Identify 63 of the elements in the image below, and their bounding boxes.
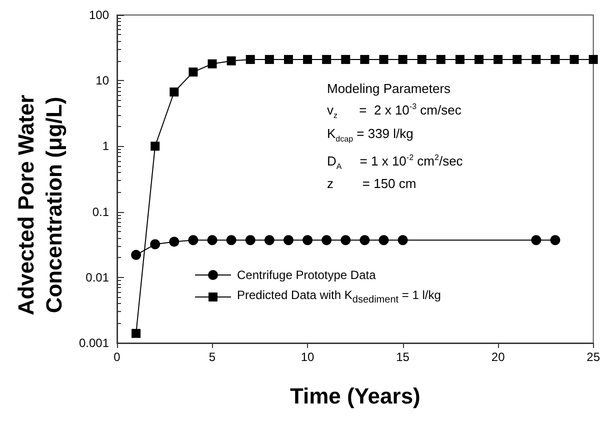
point	[207, 235, 218, 246]
point	[398, 235, 408, 246]
point	[283, 235, 294, 246]
point	[170, 88, 179, 97]
point	[150, 142, 160, 151]
point	[226, 56, 236, 66]
point	[322, 54, 332, 64]
point	[398, 54, 408, 64]
point	[322, 235, 332, 246]
point	[494, 54, 503, 64]
y-axis-title: Advected Pore Water Concentration (μg/L)	[14, 94, 66, 316]
text: v$_{z}$ = 2 x 10$^{-3}$ cm/sec	[327, 102, 462, 120]
point	[246, 54, 255, 64]
point	[208, 59, 217, 68]
point	[532, 54, 541, 64]
point	[455, 54, 464, 64]
y-tick-label: 100	[88, 8, 110, 22]
legend-label: Predicted Data with K$_{dsediment}$ = 1 l/kg	[237, 288, 441, 306]
legend-label: Centrifuge Prototype Data	[237, 268, 376, 282]
point	[245, 235, 256, 246]
point	[531, 235, 542, 246]
point	[132, 328, 141, 338]
point	[550, 235, 560, 246]
annotation: Modeling Parameters	[327, 80, 452, 98]
point	[340, 235, 351, 246]
point	[264, 54, 274, 64]
x-tick-label: 25	[586, 350, 600, 364]
annotation: K$_{dcap}$ = 339 l/kg	[327, 124, 414, 146]
y-tick-label: 0.001	[78, 336, 110, 350]
point	[264, 235, 274, 246]
y-tick-label: 1	[102, 139, 110, 154]
point	[284, 54, 293, 64]
x-tick-label: 5	[208, 350, 216, 364]
point	[379, 54, 388, 64]
x-tick-label: 0	[114, 350, 121, 364]
point	[226, 235, 236, 246]
point	[378, 235, 389, 246]
point	[131, 250, 142, 260]
x-tick-label: 15	[396, 350, 410, 364]
point	[550, 54, 560, 64]
point	[341, 54, 350, 64]
text: D$_{A}$ = 1 x 10$^{-2}$ cm$^{2}$/sec	[327, 152, 463, 170]
point	[570, 54, 579, 64]
x-tick-label: 20	[491, 350, 506, 364]
x-tick-label: 10	[300, 350, 315, 364]
point	[588, 54, 598, 64]
point	[360, 54, 370, 64]
point	[302, 235, 313, 246]
point	[188, 68, 198, 77]
y-tick-label: 0.1	[92, 204, 110, 219]
point	[360, 235, 370, 246]
point	[150, 239, 160, 250]
point	[474, 54, 484, 64]
point	[436, 54, 446, 64]
point	[169, 236, 180, 247]
y-tick-label: 0.01	[86, 270, 110, 284]
point	[512, 54, 522, 64]
point	[188, 235, 198, 246]
x-axis-title: Time (Years)	[290, 384, 420, 408]
point	[417, 54, 426, 64]
annotation: z = 150 cm	[327, 175, 418, 194]
y-tick-label: 10	[96, 74, 110, 88]
point	[303, 54, 312, 64]
